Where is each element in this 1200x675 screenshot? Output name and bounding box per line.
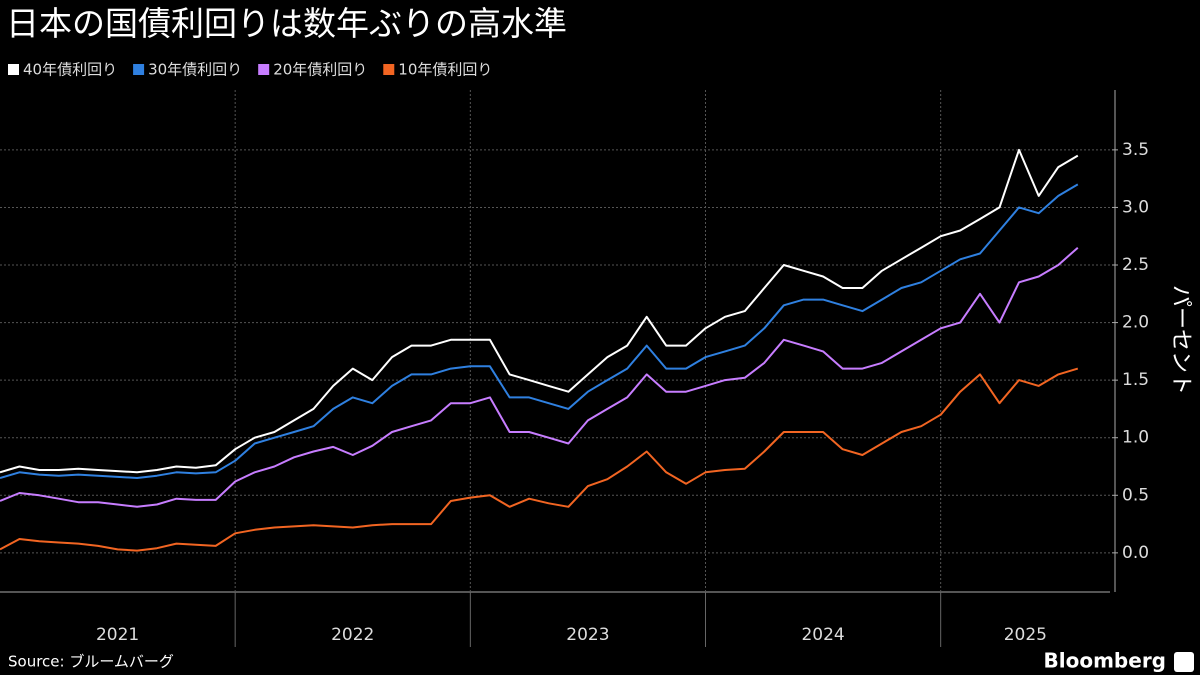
y-axis-label: パーセント xyxy=(1168,285,1193,395)
y-tick-label: 2.5 xyxy=(1122,255,1149,275)
x-tick-label: 2022 xyxy=(331,625,374,645)
y-tick-label: 3.0 xyxy=(1122,197,1149,217)
y-tick-label: 2.0 xyxy=(1122,313,1149,333)
y-tick-label: 1.0 xyxy=(1122,428,1149,448)
chart-title: 日本の国債利回りは数年ぶりの高水準 xyxy=(6,4,567,43)
legend-label: 40年債利回り xyxy=(23,61,117,79)
legend-swatch xyxy=(133,64,145,75)
brand-icon xyxy=(1174,652,1194,672)
x-tick-label: 2021 xyxy=(96,625,139,645)
legend-swatch xyxy=(258,64,270,75)
y-tick-label: 1.5 xyxy=(1122,370,1149,390)
legend-label: 30年債利回り xyxy=(148,61,242,79)
legend-swatch xyxy=(8,64,19,75)
x-tick-label: 2023 xyxy=(566,625,609,645)
legend-swatch xyxy=(383,64,395,75)
legend-label: 20年債利回り xyxy=(273,61,367,79)
source: Source: ブルームバーグ xyxy=(8,653,174,671)
y-tick-label: 3.5 xyxy=(1122,140,1149,160)
brand: Bloomberg xyxy=(1044,649,1166,673)
y-tick-label: 0.5 xyxy=(1122,485,1149,505)
series-line xyxy=(0,246,1079,508)
legend-label: 10年債利回り xyxy=(398,61,492,79)
y-tick-label: 0.0 xyxy=(1122,543,1149,563)
x-tick-label: 2025 xyxy=(1004,625,1047,645)
series-line xyxy=(0,367,1079,552)
x-tick-label: 2024 xyxy=(801,625,844,645)
series-line xyxy=(0,183,1079,479)
series-line xyxy=(0,148,1079,474)
